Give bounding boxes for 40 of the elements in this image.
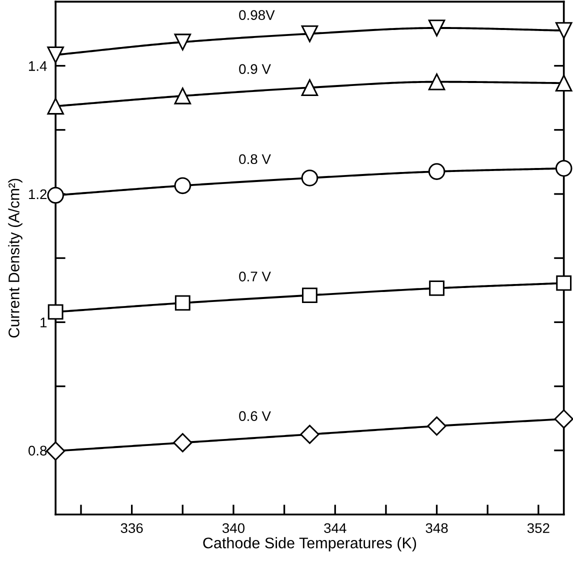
point bbox=[300, 424, 320, 444]
point bbox=[301, 25, 318, 42]
point bbox=[174, 177, 192, 194]
point bbox=[428, 20, 446, 36]
point bbox=[48, 304, 64, 320]
point bbox=[174, 34, 192, 50]
point bbox=[46, 441, 66, 461]
series-label: 0.6 V bbox=[239, 411, 271, 422]
point bbox=[47, 46, 64, 64]
point bbox=[301, 79, 318, 96]
point bbox=[429, 280, 444, 296]
point bbox=[173, 433, 192, 452]
point bbox=[555, 74, 572, 92]
x-tick-label: 348 bbox=[426, 523, 448, 534]
point bbox=[554, 409, 573, 429]
x-axis-title: Cathode Side Temperatures (K) bbox=[203, 537, 416, 552]
point bbox=[427, 416, 446, 436]
y-tick-label: 1 bbox=[40, 318, 47, 328]
point bbox=[301, 170, 318, 186]
series-label: 0.9 V bbox=[239, 64, 271, 74]
x-tick-label: 352 bbox=[527, 523, 550, 534]
point bbox=[174, 88, 192, 104]
point bbox=[428, 163, 446, 180]
y-tick-label: 1.4 bbox=[29, 61, 47, 71]
x-tick-label: 344 bbox=[324, 523, 346, 534]
point bbox=[428, 73, 446, 90]
series-label: 0.98V bbox=[239, 10, 275, 20]
point bbox=[174, 295, 190, 311]
series-label: 0.8 V bbox=[239, 154, 271, 164]
point bbox=[47, 98, 64, 115]
x-tick-label: 336 bbox=[120, 523, 143, 534]
y-tick-label: 1.2 bbox=[29, 189, 47, 200]
point bbox=[302, 288, 318, 303]
series-label: 0.7 V bbox=[239, 272, 271, 282]
y-axis-title: Current Density (A/cm²) bbox=[8, 178, 22, 338]
point bbox=[556, 275, 572, 291]
point bbox=[555, 160, 572, 177]
point bbox=[555, 22, 572, 39]
x-tick-label: 340 bbox=[222, 523, 245, 534]
y-tick-label: 0.8 bbox=[28, 446, 47, 456]
